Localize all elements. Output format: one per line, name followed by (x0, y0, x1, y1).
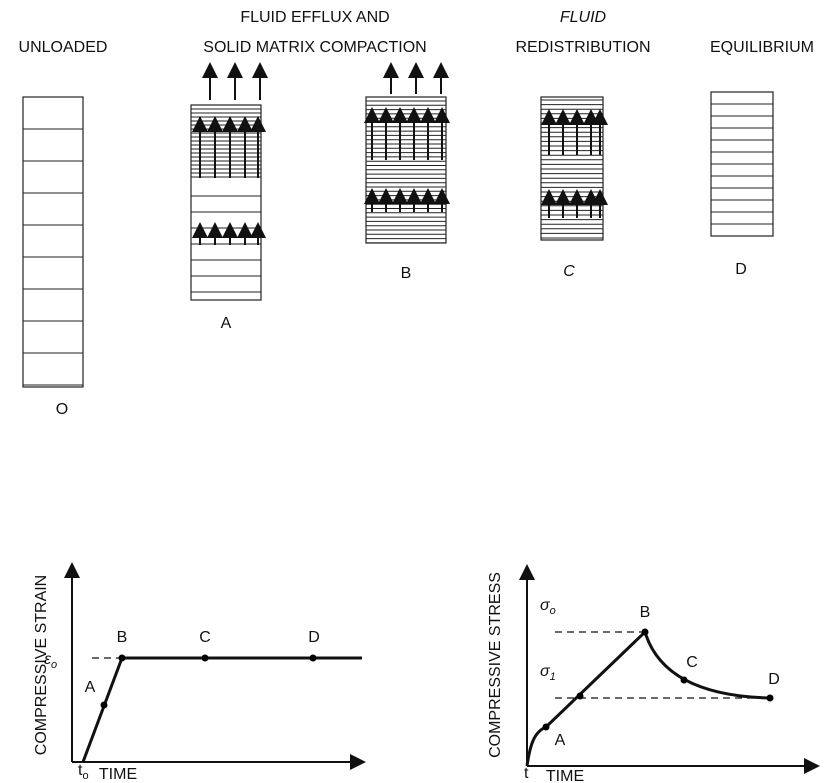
header: SOLID MATRIX COMPACTION (203, 39, 426, 56)
y-axis-label: COMPRESSIVE STRAIN (33, 575, 50, 755)
point-label: A (555, 732, 566, 749)
subscript: o (82, 770, 88, 782)
point-label: B (117, 629, 128, 646)
stack (191, 105, 261, 300)
strain-graph: A B C D εo to TIME COMPRESSIVE STRAIN (33, 570, 362, 783)
stress-graph: A B C D σo σ1 t TIME COMPRESSIVE STRESS (487, 572, 812, 783)
point (543, 724, 550, 731)
point (119, 655, 126, 662)
panel-label: D (735, 261, 747, 278)
panel-label: B (401, 265, 412, 282)
point-label: C (199, 629, 211, 646)
time-label: to (78, 762, 89, 782)
point (577, 693, 584, 700)
header: UNLOADED (19, 39, 108, 56)
subscript: o (51, 659, 57, 671)
point (101, 702, 108, 709)
panel-label: C (563, 263, 575, 280)
x-axis-label: TIME (99, 766, 137, 783)
stack (23, 97, 83, 387)
strain-curve (83, 658, 362, 762)
point (767, 695, 774, 702)
time-label: t (524, 765, 529, 782)
x-axis-label: TIME (546, 768, 584, 783)
header: EQUILIBRIUM (710, 39, 814, 56)
point-label: D (768, 671, 780, 688)
subscript: 1 (550, 671, 556, 683)
tissue-stacks (23, 70, 773, 387)
figure: UNLOADED FLUID EFFLUX AND SOLID MATRIX C… (0, 0, 824, 783)
point-label: C (686, 654, 698, 671)
header: FLUID EFFLUX AND (240, 9, 389, 26)
panel-label: A (221, 315, 232, 332)
point-label: B (640, 604, 651, 621)
panel-label: O (56, 401, 68, 418)
point (642, 629, 649, 636)
point (681, 677, 688, 684)
subscript: o (550, 605, 556, 617)
point-label: A (85, 679, 96, 696)
equilibrium-label: σ1 (540, 663, 556, 683)
point (310, 655, 317, 662)
y-axis-label: COMPRESSIVE STRESS (487, 572, 504, 758)
header: FLUID (560, 9, 607, 26)
point-label: D (308, 629, 320, 646)
point (202, 655, 209, 662)
peak-label: σo (540, 597, 556, 617)
header: REDISTRIBUTION (515, 39, 650, 56)
